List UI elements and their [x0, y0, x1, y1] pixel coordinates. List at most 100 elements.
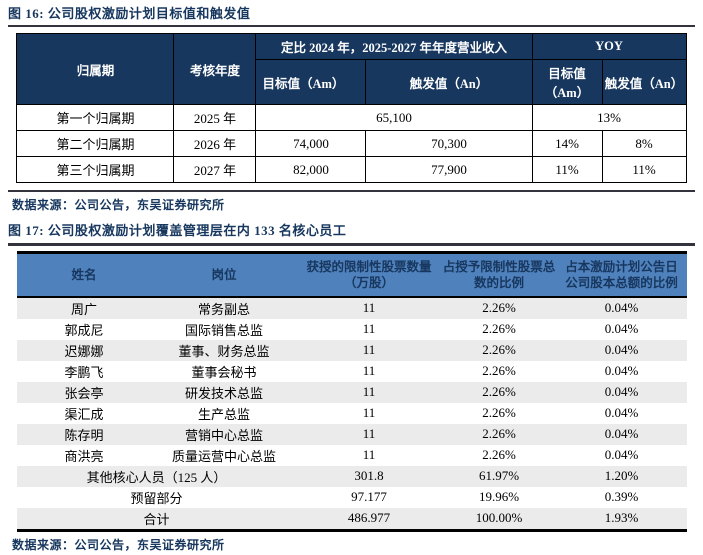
- trigger-cell: 77,900: [365, 156, 533, 183]
- pct-capital-cell: 0.04%: [556, 339, 687, 361]
- fig17-title-divider: [8, 242, 695, 246]
- column-header-yoy-trigger: 触发值（An）: [601, 59, 687, 105]
- pct-granted-cell: 2.26%: [441, 318, 557, 340]
- yoy-target-cell: 14%: [531, 130, 603, 157]
- name-cell: 郭成尼: [16, 318, 152, 340]
- fig16-header-sub-row: 目标值（Am） 触发值（An） 目标值 （Am） 触发值（An）: [17, 59, 687, 105]
- pct-granted-cell: 19.96%: [441, 486, 557, 508]
- name-cell: 陈存明: [16, 423, 152, 445]
- pct-capital-cell: 0.04%: [556, 402, 687, 424]
- fig16-title: 图 16: 公司股权激励计划目标值和触发值: [8, 6, 251, 21]
- pct-granted-cell: 2.26%: [441, 444, 557, 466]
- yoy-trigger-cell: 11%: [601, 156, 687, 183]
- pct-capital-cell: 0.04%: [556, 381, 687, 403]
- trigger-cell: 70,300: [365, 130, 533, 157]
- name-cell: 渠汇成: [16, 402, 152, 424]
- shares-cell: 11: [296, 423, 442, 445]
- name-cell: 商洪亮: [16, 444, 152, 466]
- pct-capital-cell: 0.04%: [556, 423, 687, 445]
- fig16-header-group-row: 归属期 考核年度 定比 2024 年，2025-2027 年年度营业收入 YOY: [16, 33, 687, 105]
- target-cell: 82,000: [255, 156, 367, 183]
- position-cell: 常务副总: [151, 296, 297, 319]
- yoy-target-cell: 11%: [531, 156, 603, 183]
- pct-capital-cell: 0.04%: [556, 444, 687, 466]
- column-header-pct-capital: 占本激励计划公告日 公司股本总额的比例: [556, 252, 687, 298]
- shares-cell: 11: [296, 444, 442, 466]
- group-label-cell: 其他核心人员（125 人）: [16, 465, 297, 487]
- year-cell: 2027 年: [173, 156, 257, 183]
- table-row: 商洪亮 质量运营中心总监 11 2.26% 0.04%: [16, 444, 687, 466]
- position-cell: 生产总监: [151, 402, 297, 424]
- pct-capital-cell: 0.04%: [556, 296, 687, 319]
- pct-granted-cell: 100.00%: [441, 507, 557, 530]
- year-cell: 2026 年: [173, 130, 257, 157]
- fig16-title-divider: [8, 25, 695, 27]
- year-cell: 2025 年: [173, 104, 257, 131]
- pct-granted-cell: 2.26%: [441, 339, 557, 361]
- table-row: 李鹏飞 董事会秘书 11 2.26% 0.04%: [16, 360, 687, 382]
- shares-cell: 486.977: [296, 507, 442, 530]
- pct-capital-cell: 1.20%: [556, 465, 687, 487]
- shares-cell: 301.8: [296, 465, 442, 487]
- position-cell: 营销中心总监: [151, 423, 297, 445]
- table-row: 第三个归属期 2027 年 82,000 77,900 11% 11%: [16, 156, 687, 183]
- name-cell: 迟娜娜: [16, 339, 152, 361]
- table-row: 第二个归属期 2026 年 74,000 70,300 14% 8%: [16, 130, 687, 157]
- fig16-source: 数据来源：公司公告，东吴证券研究所: [8, 190, 695, 215]
- fig16-table: 归属期 考核年度 定比 2024 年，2025-2027 年年度营业收入 YOY…: [16, 33, 687, 183]
- table-row: 渠汇成 生产总监 11 2.26% 0.04%: [16, 402, 687, 424]
- table-row: 迟娜娜 董事、财务总监 11 2.26% 0.04%: [16, 339, 687, 361]
- position-cell: 董事会秘书: [151, 360, 297, 382]
- table-row: 张会亭 研发技术总监 11 2.26% 0.04%: [16, 381, 687, 403]
- table-row: 合计 486.977 100.00% 1.93%: [16, 507, 687, 530]
- column-header-year: 考核年度: [173, 33, 257, 105]
- pct-capital-cell: 0.04%: [556, 360, 687, 382]
- pct-granted-cell: 2.26%: [441, 402, 557, 424]
- pct-granted-cell: 2.26%: [441, 360, 557, 382]
- column-header-revenue-group: 定比 2024 年，2025-2027 年年度营业收入: [255, 33, 533, 60]
- shares-cell: 11: [296, 360, 442, 382]
- table-row: 预留部分 97.177 19.96% 0.39%: [16, 486, 687, 508]
- column-header-yoy-group: YOY: [531, 33, 687, 60]
- target-cell: 74,000: [255, 130, 367, 157]
- shares-cell: 11: [296, 339, 442, 361]
- table-row: 陈存明 营销中心总监 11 2.26% 0.04%: [16, 423, 687, 445]
- shares-cell: 97.177: [296, 486, 442, 508]
- position-cell: 董事、财务总监: [151, 339, 297, 361]
- table-row: 其他核心人员（125 人） 301.8 61.97% 1.20%: [16, 465, 687, 487]
- pct-granted-cell: 2.26%: [441, 423, 557, 445]
- group-label-cell: 预留部分: [16, 486, 297, 508]
- yoy-trigger-cell: 8%: [601, 130, 687, 157]
- column-header-name: 姓名: [16, 252, 152, 298]
- pct-capital-cell: 0.39%: [556, 486, 687, 508]
- position-cell: 质量运营中心总监: [151, 444, 297, 466]
- merged-value-cell: 65,100: [255, 104, 533, 131]
- fig17-title: 图 17: 公司股权激励计划覆盖管理层在内 133 名核心员工: [8, 222, 347, 238]
- source-note: 数据来源：公司公告，东吴证券研究所: [12, 537, 225, 552]
- column-header-position: 岗位: [151, 252, 297, 298]
- column-header-target: 目标值（Am）: [255, 59, 367, 105]
- period-cell: 第一个归属期: [16, 104, 175, 131]
- pct-granted-cell: 2.26%: [441, 296, 557, 319]
- shares-cell: 11: [296, 402, 442, 424]
- fig17-table: 姓名 岗位 获授的限制性股票数量 （万股） 占授予限制性股票总 数的比例 占本激…: [16, 250, 687, 532]
- shares-cell: 11: [296, 318, 442, 340]
- source-note: 数据来源：公司公告，东吴证券研究所: [12, 197, 225, 212]
- position-cell: 研发技术总监: [151, 381, 297, 403]
- shares-cell: 11: [296, 296, 442, 319]
- period-cell: 第二个归属期: [16, 130, 175, 157]
- table-row: 第一个归属期 2025 年 65,100 13%: [16, 104, 687, 131]
- fig17-header-row: 姓名 岗位 获授的限制性股票数量 （万股） 占授予限制性股票总 数的比例 占本激…: [16, 252, 687, 298]
- name-cell: 李鹏飞: [16, 360, 152, 382]
- name-cell: 张会亭: [16, 381, 152, 403]
- column-header-yoy-target: 目标值 （Am）: [531, 59, 603, 105]
- table-row: 郭成尼 国际销售总监 11 2.26% 0.04%: [16, 318, 687, 340]
- table-row: 周广 常务副总 11 2.26% 0.04%: [16, 296, 687, 319]
- pct-capital-cell: 0.04%: [556, 318, 687, 340]
- position-cell: 国际销售总监: [151, 318, 297, 340]
- shares-cell: 11: [296, 381, 442, 403]
- merged-yoy-cell: 13%: [531, 104, 687, 131]
- column-header-pct-granted: 占授予限制性股票总 数的比例: [441, 252, 557, 298]
- pct-capital-cell: 1.93%: [556, 507, 687, 530]
